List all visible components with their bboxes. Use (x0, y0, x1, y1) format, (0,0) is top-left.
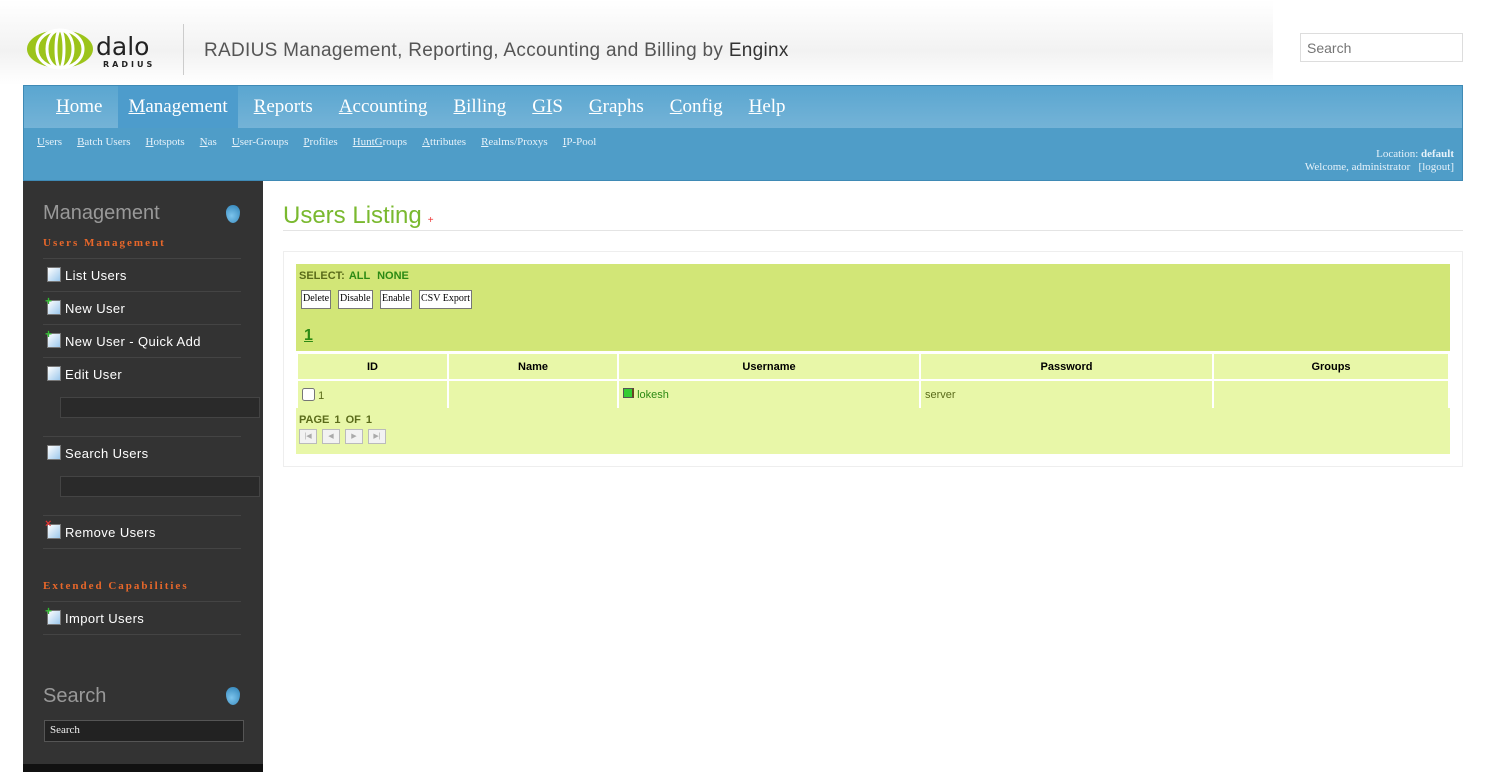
table-toolbar: SELECT: ALL NONE Delete Disable Enable CS… (296, 264, 1450, 351)
select-all-link[interactable]: ALL (348, 270, 371, 282)
nav-gis[interactable]: GIS (532, 96, 563, 117)
nav-accounting[interactable]: Accounting (338, 96, 428, 117)
sidebar-search-title: Search (43, 685, 107, 707)
subnav-profiles[interactable]: Profiles (303, 136, 338, 148)
sub-nav: Users Batch Users Hotspots Nas User-Groups Pr… (24, 128, 1462, 148)
subnav-attributes[interactable]: Attributes (422, 136, 467, 148)
page-link-1[interactable]: 1 (304, 327, 313, 344)
next-page-icon[interactable]: ▶ (345, 429, 363, 444)
header: dalo RADIUS RADIUS Management, Reporting… (0, 0, 1273, 85)
delete-button[interactable]: Delete (301, 290, 332, 309)
prev-page-icon[interactable]: ◀ (322, 429, 340, 444)
subnav-users[interactable]: Users (37, 136, 63, 148)
sidebar-item-new-user[interactable]: New User (43, 291, 241, 324)
page-title: Users Listing + (283, 202, 434, 229)
sidebar-item-edit-user[interactable]: Edit User (43, 357, 241, 390)
sidebar-item-list-users[interactable]: List Users (43, 258, 241, 291)
subnav-huntgroups[interactable]: HuntGroups (352, 136, 408, 148)
tagline: RADIUS Management, Reporting, Accounting… (204, 40, 789, 61)
last-page-icon[interactable]: ▶| (368, 429, 386, 444)
edit-user-input[interactable] (60, 397, 260, 418)
sidebar-item-import-users[interactable]: Import Users (43, 601, 241, 634)
svg-text:dalo: dalo (96, 32, 149, 61)
sidebar-item-remove-users[interactable]: Remove Users (43, 515, 241, 548)
cell-groups (1212, 379, 1450, 410)
svg-text:RADIUS: RADIUS (103, 60, 155, 69)
csv-export-button[interactable]: CSV Export (419, 290, 472, 309)
divider (183, 24, 184, 75)
table-header: ID Name Username Password Groups (296, 352, 1450, 381)
subnav-ip-pool[interactable]: IP-Pool (562, 136, 597, 148)
nav-home[interactable]: Home (56, 96, 103, 117)
header-search-input[interactable] (1300, 33, 1463, 62)
users-table: ID Name Username Password Groups 1 lokes… (296, 352, 1450, 410)
subnav-batch-users[interactable]: Batch Users (77, 136, 131, 148)
column-name[interactable]: Name (447, 352, 619, 381)
nav-help[interactable]: Help (748, 96, 786, 117)
column-password[interactable]: Password (919, 352, 1214, 381)
nav-billing[interactable]: Billing (453, 96, 507, 117)
sidebar-title: Management (43, 202, 160, 224)
new-user-icon (45, 294, 61, 315)
sidebar-item-new-user-quick-add[interactable]: New User - Quick Add (43, 324, 241, 357)
divider (43, 548, 241, 549)
row-checkbox[interactable] (302, 387, 315, 401)
main-nav: Home Management Reports Accounting Billing GI… (24, 86, 1462, 128)
logout-link[interactable]: [logout] (1418, 161, 1454, 173)
subnav-user-groups[interactable]: User-Groups (231, 136, 289, 148)
first-page-icon[interactable]: |◀ (299, 429, 317, 444)
nav-config[interactable]: Config (669, 96, 723, 117)
subnav-nas[interactable]: Nas (199, 136, 217, 148)
select-none-link[interactable]: NONE (377, 270, 409, 282)
edit-user-icon (47, 366, 61, 381)
table-row: 1 lokesh server (296, 379, 1450, 410)
cell-id: 1 (318, 389, 325, 402)
droplet-icon[interactable] (226, 687, 240, 705)
column-id[interactable]: ID (296, 352, 449, 381)
nav-graphs[interactable]: Graphs (588, 96, 644, 117)
user-flag-icon (623, 388, 634, 398)
section-users-management: Users Management (43, 237, 166, 249)
subnav-hotspots[interactable]: Hotspots (145, 136, 185, 148)
page-info: PAGE 1 OF 1 (299, 414, 373, 426)
username-link[interactable]: lokesh (637, 389, 669, 401)
search-users-icon (47, 445, 61, 460)
column-username[interactable]: Username (617, 352, 921, 381)
search-users-input[interactable] (60, 476, 260, 497)
droplet-icon[interactable] (226, 205, 240, 223)
nav-reports[interactable]: Reports (253, 96, 313, 117)
divider (43, 634, 241, 635)
enable-button[interactable]: Enable (380, 290, 412, 309)
cell-password: server (919, 379, 1214, 410)
select-controls: SELECT: ALL NONE (299, 270, 409, 282)
sidebar: Management Users Management List Users N… (23, 181, 263, 772)
nav-management[interactable]: Management (118, 86, 238, 128)
sidebar-search-input[interactable]: Search (44, 720, 244, 742)
cell-name (447, 379, 619, 410)
disable-button[interactable]: Disable (338, 290, 373, 309)
content-box (283, 251, 1463, 467)
sidebar-item-search-users[interactable]: Search Users (43, 436, 241, 469)
section-extended-capabilities: Extended Capabilities (43, 580, 189, 592)
column-groups[interactable]: Groups (1212, 352, 1450, 381)
daloradius-logo: dalo RADIUS (27, 28, 155, 70)
sidebar-footer (23, 764, 263, 772)
remove-users-icon (45, 518, 61, 539)
import-users-icon (45, 604, 61, 625)
location-info: Location: default Welcome, administrator… (1304, 148, 1454, 173)
list-users-icon (47, 267, 61, 282)
navigation-bar: Home Management Reports Accounting Billing GI… (23, 85, 1463, 181)
subnav-realms-proxys[interactable]: Realms/Proxys (481, 136, 548, 148)
divider (283, 230, 1463, 231)
new-user-icon (45, 327, 61, 348)
pagination: PAGE 1 OF 1 |◀ ◀ ▶ ▶| (296, 408, 1450, 454)
